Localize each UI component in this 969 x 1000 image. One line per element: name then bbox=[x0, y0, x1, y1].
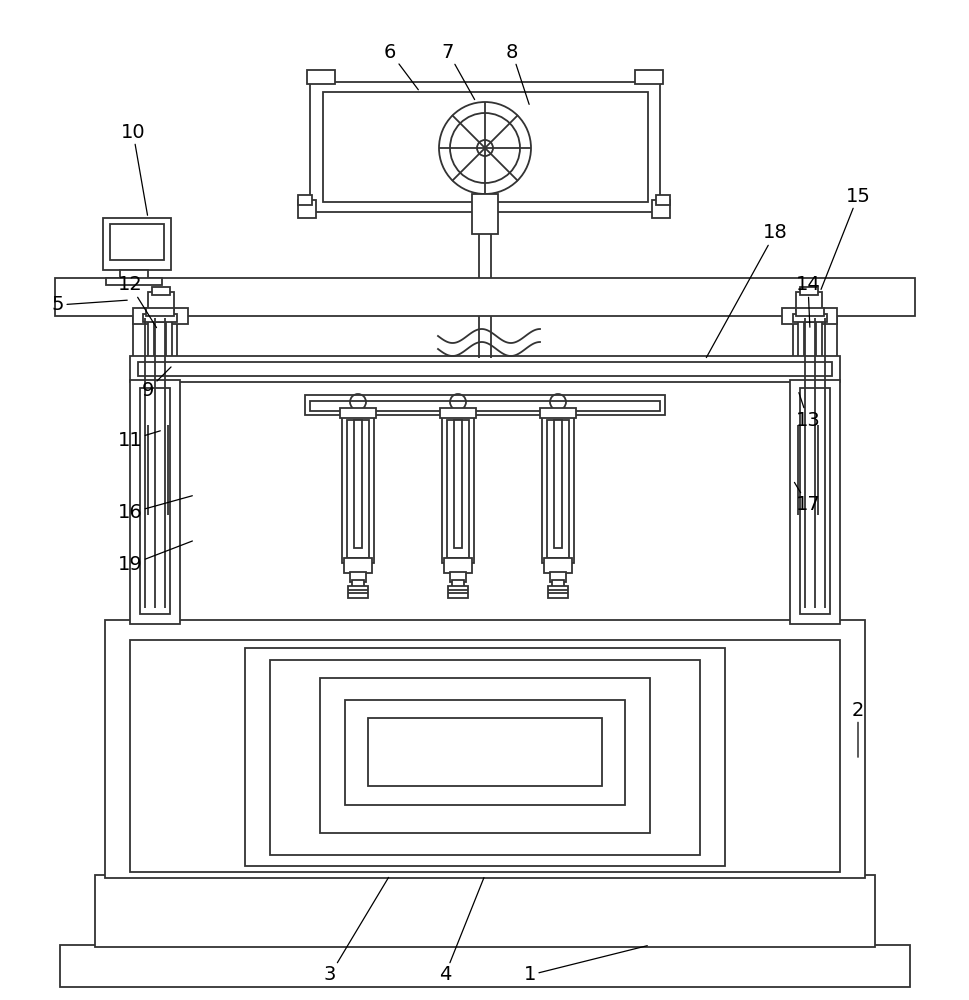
Bar bbox=[95, 875, 874, 947]
Bar bbox=[540, 408, 576, 418]
Bar bbox=[269, 660, 700, 855]
Bar bbox=[320, 678, 649, 833]
Bar bbox=[799, 287, 817, 295]
Bar bbox=[105, 620, 864, 878]
Bar bbox=[120, 270, 148, 280]
Bar bbox=[472, 194, 497, 234]
Bar bbox=[347, 420, 368, 558]
Bar bbox=[551, 580, 563, 588]
Bar bbox=[150, 423, 170, 431]
Bar bbox=[448, 586, 467, 598]
Bar bbox=[781, 308, 836, 324]
Bar bbox=[789, 380, 839, 624]
Bar bbox=[440, 408, 476, 418]
Text: 3: 3 bbox=[324, 877, 389, 984]
Bar bbox=[544, 558, 572, 573]
Bar bbox=[323, 92, 647, 202]
Text: 8: 8 bbox=[505, 43, 529, 104]
Bar bbox=[342, 415, 374, 563]
Bar bbox=[655, 195, 670, 205]
Bar bbox=[140, 388, 170, 614]
Bar bbox=[635, 70, 663, 84]
Bar bbox=[354, 420, 361, 548]
Bar bbox=[340, 408, 376, 418]
Text: 16: 16 bbox=[117, 496, 192, 522]
Bar bbox=[549, 572, 566, 582]
Text: 10: 10 bbox=[120, 123, 147, 215]
Bar bbox=[651, 200, 670, 218]
Bar bbox=[348, 586, 367, 598]
Text: 6: 6 bbox=[384, 43, 418, 90]
Bar bbox=[452, 580, 463, 588]
Text: 18: 18 bbox=[705, 224, 787, 358]
Bar bbox=[60, 945, 909, 987]
Bar bbox=[103, 218, 171, 270]
Bar bbox=[547, 420, 569, 558]
Bar bbox=[142, 314, 176, 322]
Bar bbox=[352, 580, 363, 588]
Text: 1: 1 bbox=[523, 946, 646, 984]
Bar bbox=[350, 572, 365, 582]
Bar bbox=[799, 423, 819, 431]
Bar bbox=[146, 308, 173, 316]
Text: 4: 4 bbox=[438, 878, 484, 984]
Bar bbox=[130, 380, 180, 624]
Bar bbox=[297, 200, 316, 218]
Bar bbox=[310, 82, 659, 212]
Bar bbox=[344, 558, 372, 573]
Bar bbox=[306, 70, 334, 84]
Text: 2: 2 bbox=[851, 700, 863, 757]
Text: 19: 19 bbox=[117, 541, 192, 574]
Bar bbox=[147, 415, 172, 425]
Bar bbox=[130, 640, 839, 872]
Text: 15: 15 bbox=[820, 186, 869, 289]
Bar bbox=[55, 278, 914, 316]
Text: 13: 13 bbox=[795, 393, 820, 430]
Text: 5: 5 bbox=[51, 296, 127, 314]
Bar bbox=[130, 356, 839, 382]
Bar bbox=[367, 718, 602, 786]
Bar bbox=[542, 415, 574, 563]
Bar bbox=[796, 308, 823, 316]
Bar bbox=[442, 415, 474, 563]
Bar bbox=[154, 322, 166, 412]
Bar bbox=[148, 318, 172, 418]
Bar bbox=[793, 318, 836, 608]
Bar bbox=[345, 700, 624, 805]
Bar bbox=[796, 292, 821, 310]
Bar bbox=[138, 362, 831, 376]
Bar bbox=[133, 308, 188, 324]
Bar bbox=[553, 420, 561, 548]
Bar bbox=[304, 395, 665, 415]
Bar bbox=[310, 401, 659, 411]
Bar bbox=[152, 287, 170, 295]
Text: 12: 12 bbox=[117, 275, 156, 328]
Bar bbox=[148, 292, 173, 310]
Bar bbox=[547, 586, 568, 598]
Text: 7: 7 bbox=[441, 43, 474, 100]
Text: 9: 9 bbox=[141, 367, 171, 399]
Bar bbox=[109, 224, 164, 260]
Bar bbox=[450, 572, 465, 582]
Bar bbox=[133, 318, 176, 608]
Bar bbox=[803, 322, 815, 412]
Bar bbox=[799, 388, 829, 614]
Bar bbox=[453, 420, 461, 548]
Bar bbox=[245, 648, 724, 866]
Bar bbox=[106, 278, 162, 285]
Bar bbox=[135, 425, 174, 515]
Bar bbox=[444, 558, 472, 573]
Bar bbox=[797, 318, 821, 418]
Text: 11: 11 bbox=[117, 430, 160, 450]
Bar bbox=[801, 432, 828, 508]
Bar bbox=[797, 415, 822, 425]
Bar bbox=[793, 314, 827, 322]
Bar bbox=[447, 420, 469, 558]
Bar bbox=[297, 195, 312, 205]
Text: 17: 17 bbox=[794, 482, 820, 514]
Bar bbox=[141, 432, 168, 508]
Text: 14: 14 bbox=[795, 275, 820, 327]
Bar bbox=[795, 425, 834, 515]
